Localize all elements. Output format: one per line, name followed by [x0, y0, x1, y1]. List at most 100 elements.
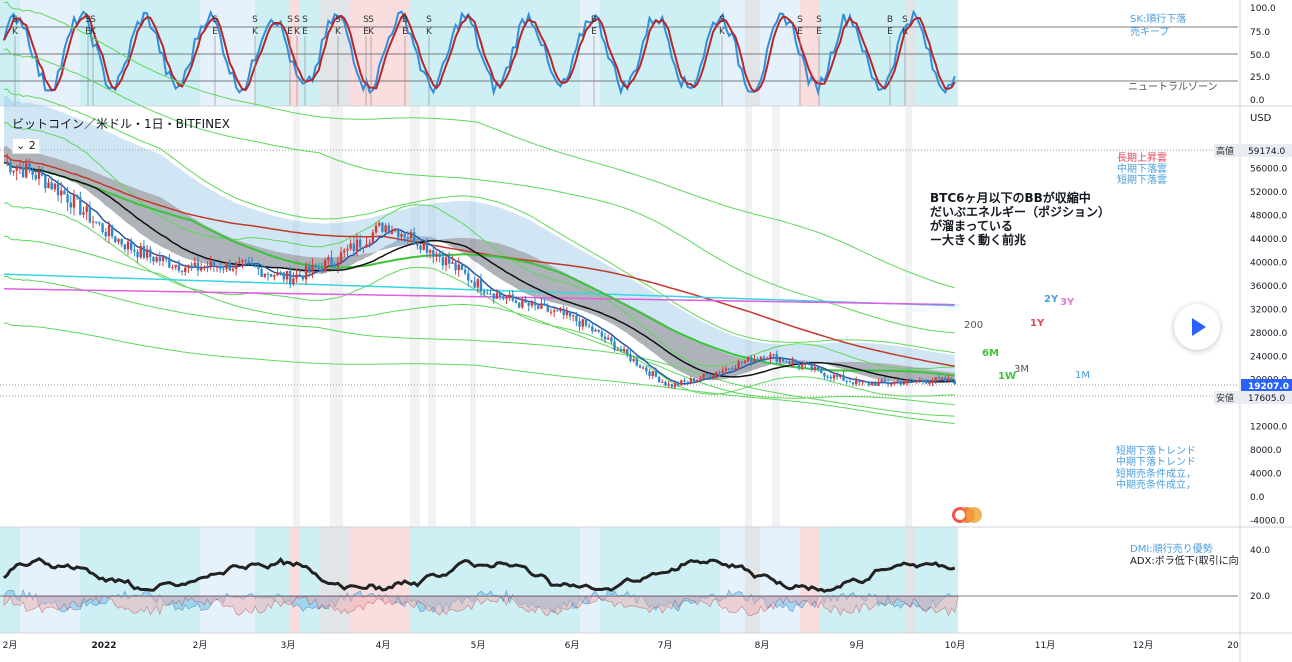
time-axis-label: 4月	[376, 640, 391, 651]
bb-lower-band	[3, 202, 955, 397]
price-tick-label: 40000.0	[1250, 258, 1287, 268]
candle-body	[292, 278, 295, 284]
event-flags-icon[interactable]	[952, 507, 982, 523]
price-tick-label: 0.0	[1250, 493, 1265, 503]
candle-body	[114, 236, 117, 242]
candle-body	[489, 293, 492, 295]
candle-body	[75, 194, 79, 198]
high-value-tag	[1241, 144, 1292, 157]
signal-mark-bottom: K	[12, 27, 19, 37]
signal-mark-bottom: K	[335, 27, 342, 37]
candle-body	[31, 170, 34, 176]
candle-body	[413, 232, 416, 244]
candle-body	[85, 206, 88, 213]
price-tick-label: 48000.0	[1250, 212, 1287, 222]
ma-clouds	[4, 95, 955, 383]
ma-2y	[3, 273, 955, 307]
bb-lower-band	[3, 275, 955, 417]
signal-mark-top: B	[402, 15, 408, 25]
price-panel: ビットコイン／米ドル・1日・BITFINEX 長期上昇雲 中期下落雲 短期下落雲…	[0, 1, 1238, 523]
candle-body	[635, 359, 639, 366]
candle-body	[778, 358, 782, 362]
commentary-line-2: が溜まっている	[930, 218, 1013, 233]
signal-mark-bottom: E	[85, 27, 91, 37]
signal-mark-bottom: K	[90, 27, 97, 37]
price-axis[interactable]: 100.0 75.0 50.0 25.0 0.0 USD 高値 59174.0 …	[1214, 4, 1292, 602]
candle-body	[152, 256, 155, 262]
candle-body	[304, 265, 308, 280]
candle-body	[79, 197, 82, 215]
candle-body	[476, 279, 480, 288]
candle-body	[25, 163, 28, 178]
candle-body	[883, 379, 887, 383]
low-value-tag	[1241, 391, 1292, 404]
candle-body	[37, 171, 41, 179]
candle-body	[721, 370, 724, 373]
current-price: 19207.0	[1248, 382, 1289, 392]
collapse-indicators-button[interactable]: ⌄ 2	[12, 138, 40, 154]
candle-body	[279, 272, 282, 274]
regime-stripe	[255, 527, 290, 633]
candle-body	[549, 311, 553, 313]
candle-body	[711, 375, 715, 378]
candle-body	[683, 380, 686, 382]
candle-body	[517, 302, 521, 308]
candle-body	[600, 331, 604, 337]
time-axis[interactable]: 2月 2022 2月 3月 4月 5月 6月 7月 8月 9月 10月 11月 12月 20	[3, 640, 1239, 651]
candle-body	[718, 372, 721, 374]
candle-body	[756, 358, 759, 360]
candle-body	[435, 253, 438, 257]
candle-body	[463, 269, 467, 274]
candle-body	[18, 167, 22, 169]
candle-body	[670, 384, 673, 388]
candle-body	[816, 366, 820, 370]
candle-body	[323, 260, 327, 272]
candle-body	[645, 367, 648, 372]
regime-stripe	[800, 527, 820, 633]
play-replay-button[interactable]	[1174, 304, 1220, 350]
candle-body	[918, 380, 922, 382]
bb-upper-band	[3, 48, 955, 334]
price-tick-label: 4000.0	[1250, 470, 1282, 480]
candle-body	[295, 274, 298, 279]
trend-legend-top-2: 短期下落雲	[1117, 173, 1167, 186]
moving-averages	[3, 155, 955, 385]
candle-body	[15, 167, 18, 171]
candle-body	[47, 182, 50, 189]
candle-body	[98, 222, 101, 224]
candle-body	[352, 243, 355, 251]
candle-body	[234, 262, 238, 269]
candle-body	[44, 175, 47, 189]
candle-body	[451, 262, 454, 264]
low-value: 17605.0	[1248, 394, 1285, 404]
signal-mark-bottom: E	[302, 27, 308, 37]
candle-body	[540, 303, 543, 309]
signal-mark-bottom: E	[797, 27, 803, 37]
candle-body	[591, 326, 594, 332]
candle-body	[393, 229, 397, 232]
candle-body	[444, 257, 448, 266]
signal-mark-bottom: K	[368, 27, 375, 37]
candle-body	[209, 261, 212, 268]
candle-body	[53, 183, 57, 190]
ma-3y	[3, 288, 955, 306]
candle-body	[820, 369, 823, 374]
candle-body	[734, 368, 737, 370]
candle-body	[269, 274, 273, 277]
background-regime-stripes	[0, 0, 958, 633]
stoch-k-line	[3, 9, 956, 97]
time-axis-label: 8月	[755, 640, 770, 651]
candle-body	[508, 294, 511, 298]
regime-stripe-gray	[470, 106, 476, 527]
candle-body	[368, 242, 371, 245]
candle-body	[282, 272, 286, 280]
time-axis-label: 9月	[850, 640, 865, 651]
time-axis-label: 2022	[91, 641, 116, 651]
commentary-line-0: BTC6ヶ月以下のBBが収縮中	[930, 190, 1091, 205]
candle-body	[60, 190, 63, 196]
candle-body	[104, 232, 107, 237]
candle-body	[858, 379, 861, 383]
stoch-d-line	[3, 12, 956, 93]
regime-stripe	[760, 527, 800, 633]
candle-body	[594, 329, 597, 332]
